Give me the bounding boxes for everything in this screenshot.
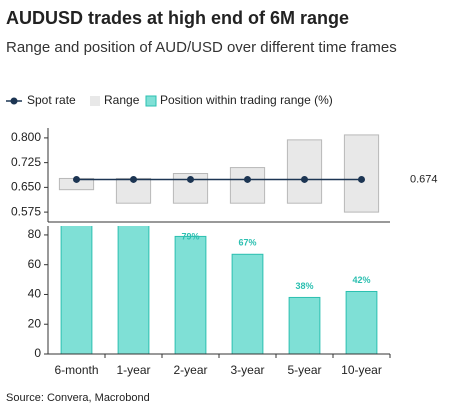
range-box	[172, 173, 209, 204]
x-tick-label: 1-year	[116, 363, 150, 377]
y-tick-label: 0.725	[11, 155, 41, 169]
y-tick-label: 0.575	[11, 204, 41, 218]
x-tick-label: 5-year	[287, 363, 321, 377]
range-box	[229, 167, 266, 204]
chart-title: AUDUSD trades at high end of 6M range	[6, 8, 349, 28]
legend-label: Range	[104, 93, 140, 107]
spot-dot	[301, 175, 308, 183]
x-tick-label: 6-month	[54, 363, 98, 377]
x-tick-label: 3-year	[230, 363, 264, 377]
y-tick-label: 0.650	[11, 180, 41, 194]
bar	[231, 253, 264, 354]
value-label: 42%	[352, 275, 370, 285]
y-tick-label: 40	[28, 287, 42, 301]
legend-label: Position within trading range (%)	[160, 93, 333, 107]
bar	[174, 235, 207, 354]
x-tick-label: 2-year	[173, 363, 207, 377]
spot-label: 0.674	[410, 173, 438, 185]
value-label: 38%	[295, 281, 313, 291]
spot-dot	[358, 175, 365, 183]
spot-dot	[187, 175, 194, 183]
bar	[345, 290, 378, 354]
value-label: 67%	[238, 238, 256, 248]
range-box	[286, 139, 323, 204]
subtitle-box: Range and position of AUD/USD over diffe…	[6, 39, 397, 56]
legend-label: Spot rate	[27, 93, 76, 107]
y-tick-label: 0	[34, 346, 41, 360]
spot-dot	[244, 175, 251, 183]
spot-dot	[73, 175, 80, 183]
bar	[288, 296, 321, 354]
y-tick-label: 80	[28, 227, 42, 241]
bar-group	[60, 226, 378, 354]
bar	[60, 226, 93, 354]
value-label: 79%	[181, 231, 199, 241]
source: Source: Convera, Macrobond	[6, 392, 150, 404]
legend-swatch	[90, 96, 100, 106]
spot-dot	[130, 175, 137, 183]
y-tick-label: 20	[28, 316, 42, 330]
y-tick-label: 0.800	[11, 130, 41, 144]
chart-subtitle: Range and position of AUD/USD over diffe…	[6, 39, 397, 56]
legend-swatch	[145, 95, 157, 107]
bar	[117, 226, 150, 354]
y-tick-label: 60	[28, 257, 42, 271]
x-tick-label: 10-year	[341, 363, 382, 377]
range-box	[343, 134, 380, 213]
legend-dot	[10, 97, 18, 105]
